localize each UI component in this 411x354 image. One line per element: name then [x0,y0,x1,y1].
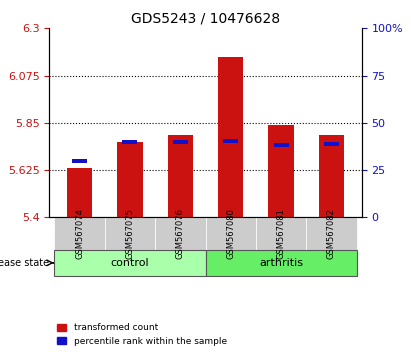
Text: GSM567081: GSM567081 [277,208,286,259]
Legend: transformed count, percentile rank within the sample: transformed count, percentile rank withi… [54,320,231,349]
FancyBboxPatch shape [105,217,155,250]
FancyBboxPatch shape [256,217,306,250]
Text: GSM567075: GSM567075 [125,208,134,259]
Bar [319,135,344,217]
Bar [273,143,289,147]
Bar [72,159,87,163]
FancyBboxPatch shape [206,217,256,250]
Bar [67,168,92,217]
FancyBboxPatch shape [155,217,206,250]
FancyBboxPatch shape [54,250,206,276]
Bar [324,142,339,146]
Text: arthritis: arthritis [259,258,303,268]
FancyBboxPatch shape [306,217,357,250]
Bar [173,140,188,144]
Bar [117,142,143,217]
FancyBboxPatch shape [54,217,105,250]
Title: GDS5243 / 10476628: GDS5243 / 10476628 [131,12,280,26]
FancyBboxPatch shape [206,250,357,276]
Text: GSM567082: GSM567082 [327,208,336,259]
Text: GSM567074: GSM567074 [75,208,84,259]
Bar [218,57,243,217]
Bar [168,135,193,217]
Bar [223,139,238,143]
Text: GSM567080: GSM567080 [226,208,235,259]
Bar [268,125,294,217]
Text: GSM567076: GSM567076 [176,208,185,259]
Bar [122,140,138,144]
Text: disease state: disease state [0,258,49,268]
Text: control: control [111,258,149,268]
